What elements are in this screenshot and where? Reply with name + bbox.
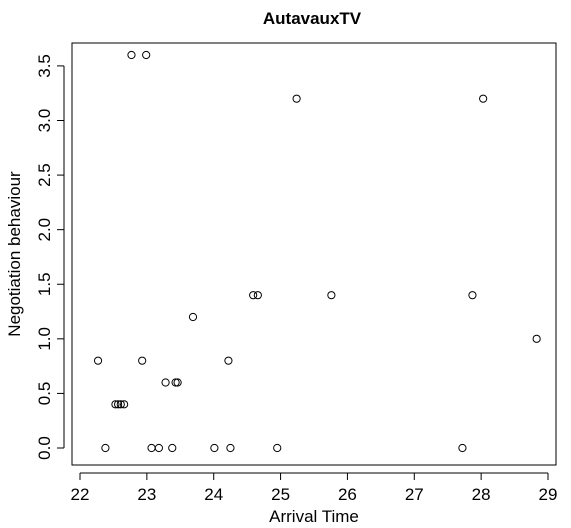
x-axis: 22 23 24 25 26 27 28 29	[71, 472, 558, 504]
y-tick-label: 3.0	[35, 109, 54, 133]
x-tick-label: 22	[71, 485, 90, 504]
data-points	[93, 50, 541, 453]
data-point-8	[142, 50, 151, 60]
data-point-9	[147, 443, 156, 453]
x-tick-label: 23	[137, 485, 156, 504]
x-tick-label: 28	[472, 485, 491, 504]
x-tick-label: 24	[204, 485, 223, 504]
y-tick-label: 2.0	[35, 218, 54, 242]
y-tick-label: 0.0	[35, 436, 54, 460]
y-tick-label: 0.5	[35, 382, 54, 406]
data-point-1	[101, 443, 110, 453]
data-point-11	[161, 378, 170, 387]
data-point-13	[171, 378, 180, 387]
data-point-27	[532, 334, 541, 343]
data-point-3	[114, 400, 123, 409]
data-point-16	[210, 443, 219, 453]
y-axis-label: Negotiation behaviour	[5, 171, 24, 337]
data-point-15	[188, 312, 198, 322]
x-tick-label: 27	[405, 485, 424, 504]
data-point-12	[168, 443, 177, 453]
y-tick-label: 1.5	[35, 272, 54, 296]
chart-title: AutavauxTV	[263, 9, 362, 28]
data-point-4	[116, 400, 125, 409]
data-point-5	[120, 400, 129, 409]
data-point-19	[249, 291, 258, 300]
data-point-10	[154, 443, 163, 453]
y-axis: 0.0 0.5 1.0 1.5 2.0 2.5 3.0 3.5	[35, 54, 65, 460]
y-tick-label: 3.5	[35, 54, 54, 78]
y-tick-label: 1.0	[35, 327, 54, 351]
data-point-25	[468, 291, 477, 300]
data-point-17	[224, 356, 233, 365]
x-tick-label: 25	[271, 485, 290, 504]
data-point-24	[458, 443, 467, 453]
data-point-14	[173, 378, 182, 387]
data-point-6	[127, 50, 136, 60]
data-point-7	[138, 356, 147, 365]
x-axis-label: Arrival Time	[269, 507, 359, 526]
data-point-18	[226, 443, 235, 453]
x-tick-label: 29	[539, 485, 558, 504]
data-point-20	[253, 291, 262, 300]
data-point-2	[111, 400, 120, 409]
data-point-0	[93, 356, 103, 365]
data-point-21	[273, 443, 282, 453]
plot-frame	[71, 42, 557, 466]
y-tick-label: 2.5	[35, 163, 54, 187]
data-point-23	[327, 291, 336, 300]
data-point-22	[292, 94, 301, 103]
x-tick-label: 26	[338, 485, 357, 504]
data-point-26	[479, 94, 488, 103]
